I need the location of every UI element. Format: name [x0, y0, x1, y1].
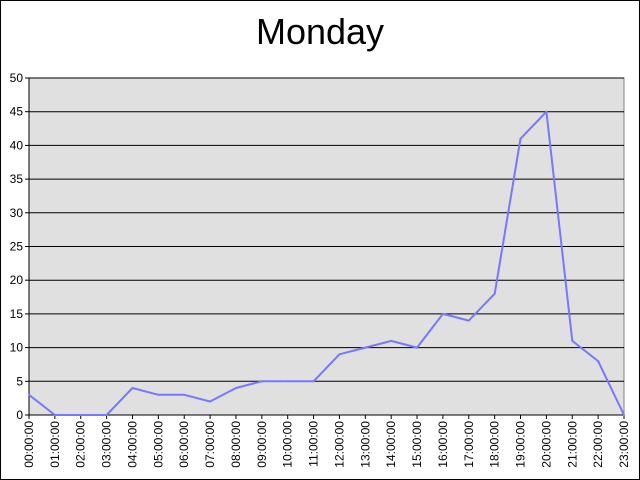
y-tick-label: 40	[10, 138, 24, 152]
data-point	[519, 137, 522, 140]
x-tick-label: 00:00:00	[22, 421, 36, 468]
x-tick-label: 12:00:00	[332, 421, 346, 468]
data-point	[571, 339, 574, 342]
data-point	[312, 380, 315, 383]
data-point	[131, 387, 134, 390]
data-point	[545, 110, 548, 113]
y-tick-label: 0	[16, 408, 23, 422]
x-tick-label: 03:00:00	[100, 421, 114, 468]
y-tick-label: 10	[10, 341, 24, 355]
data-point	[209, 400, 212, 403]
y-tick-label: 45	[10, 105, 24, 119]
y-tick-label: 35	[10, 172, 24, 186]
data-point	[467, 319, 470, 322]
x-tick-label: 01:00:00	[48, 421, 62, 468]
data-point	[286, 380, 289, 383]
data-point	[260, 380, 263, 383]
data-point	[441, 312, 444, 315]
y-tick-label: 20	[10, 273, 24, 287]
data-point	[364, 346, 367, 349]
x-tick-label: 06:00:00	[177, 421, 191, 468]
data-point	[28, 393, 30, 396]
data-point	[79, 414, 82, 416]
x-tick-label: 04:00:00	[125, 421, 139, 468]
x-tick-label: 15:00:00	[410, 421, 424, 468]
data-point	[234, 387, 237, 390]
data-point	[493, 292, 496, 295]
y-tick-label: 15	[10, 307, 24, 321]
data-point	[390, 339, 393, 342]
chart-title: Monday	[255, 11, 385, 52]
data-point	[105, 414, 108, 416]
y-tick-label: 30	[10, 206, 24, 220]
x-tick-label: 16:00:00	[436, 421, 450, 468]
x-tick-label: 11:00:00	[307, 421, 321, 467]
x-tick-label: 23:00:00	[617, 421, 631, 468]
data-point	[157, 393, 160, 396]
data-point	[183, 393, 186, 396]
y-tick-label: 5	[16, 374, 23, 388]
y-tick-label: 25	[10, 240, 24, 254]
x-tick-label: 18:00:00	[488, 421, 502, 468]
series-line	[28, 110, 625, 416]
x-tick-label: 10:00:00	[281, 421, 295, 468]
data-point	[53, 414, 56, 416]
x-tick-label: 14:00:00	[384, 421, 398, 468]
x-tick-label: 13:00:00	[358, 421, 372, 468]
x-tick-label: 09:00:00	[255, 421, 269, 468]
data-point	[623, 414, 625, 416]
data-point	[597, 360, 600, 363]
x-tick-label: 05:00:00	[151, 421, 165, 468]
x-tick-label: 19:00:00	[514, 421, 528, 468]
data-point	[416, 346, 419, 349]
data-point	[338, 353, 341, 356]
x-tick-label: 22:00:00	[591, 421, 605, 468]
x-tick-label: 17:00:00	[462, 421, 476, 468]
x-tick-label: 20:00:00	[539, 421, 553, 468]
y-tick-label: 50	[10, 71, 24, 85]
x-tick-label: 02:00:00	[74, 421, 88, 468]
x-tick-label: 21:00:00	[565, 421, 579, 468]
x-tick-label: 07:00:00	[203, 421, 217, 468]
x-tick-label: 08:00:00	[229, 421, 243, 468]
